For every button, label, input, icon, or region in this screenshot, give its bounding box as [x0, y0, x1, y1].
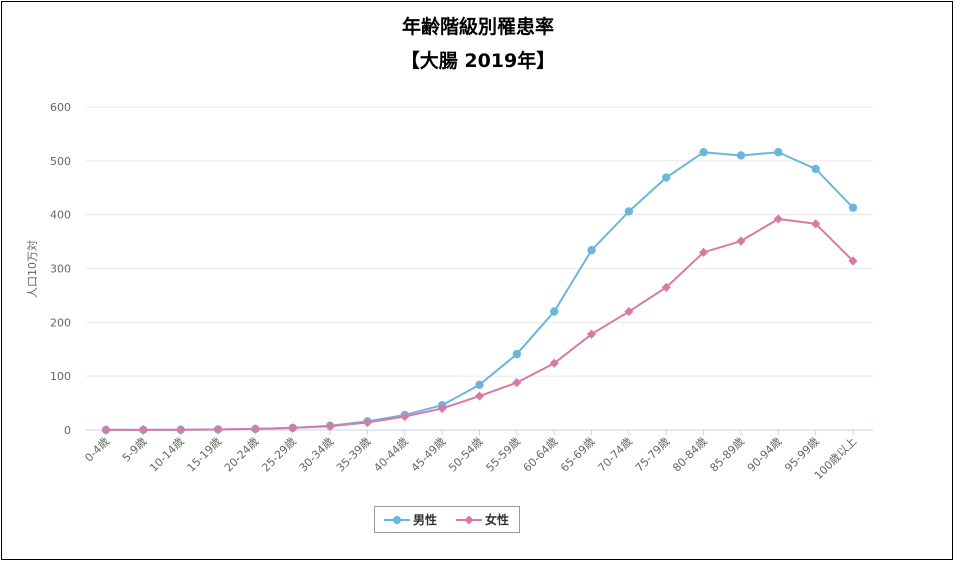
x-tick-label: 15-19歳	[185, 435, 225, 475]
data-point	[250, 424, 260, 434]
x-tick-label: 90-94歳	[745, 435, 785, 475]
data-point	[288, 423, 298, 433]
data-point	[699, 148, 708, 157]
data-point	[475, 380, 484, 389]
data-point	[661, 282, 671, 292]
x-tick-label: 40-44歳	[371, 435, 411, 475]
data-point	[474, 391, 485, 401]
x-axis-ticks: 0-4歳 5-9歳10-14歳15-19歳20-24歳25-29歳30-34歳35…	[82, 430, 859, 482]
y-tick-label: 500	[50, 155, 71, 168]
data-point	[624, 306, 634, 317]
data-point	[736, 236, 746, 246]
data-point	[848, 256, 858, 266]
x-tick-label: 80-84歳	[670, 435, 710, 475]
data-point	[624, 207, 634, 216]
legend-swatch-male	[384, 516, 410, 524]
legend-label-male: 男性	[413, 513, 438, 527]
data-point	[773, 214, 783, 224]
data-point	[586, 329, 597, 339]
data-point	[550, 307, 559, 316]
x-tick-label: 35-39歳	[334, 435, 374, 475]
x-tick-label: 60-64歳	[521, 435, 561, 475]
data-point	[848, 203, 858, 212]
x-tick-label: 70-74歳	[595, 435, 635, 475]
data-point	[400, 411, 410, 422]
x-tick-label: 0-4歳	[82, 435, 112, 465]
data-point	[362, 417, 373, 428]
data-point	[549, 358, 559, 368]
x-tick-label: 55-59歳	[483, 435, 523, 475]
y-tick-label: 200	[50, 316, 71, 329]
y-tick-label: 400	[50, 209, 71, 222]
y-tick-label: 300	[50, 263, 71, 276]
x-tick-label: 25-29歳	[259, 435, 299, 475]
x-tick-label: 85-89歳	[707, 435, 747, 475]
legend-item-female[interactable]: 女性	[455, 513, 517, 527]
legend-label-female: 女性	[485, 513, 510, 527]
x-tick-label: 10-14歳	[147, 435, 187, 475]
data-point	[774, 148, 783, 157]
data-point	[587, 245, 596, 255]
data-point	[437, 403, 447, 414]
chart-title: 年齢階級別罹患率	[401, 16, 554, 38]
y-tick-label: 600	[50, 101, 71, 114]
x-tick-label: 5-9歳	[120, 435, 150, 465]
x-tick-label: 65-69歳	[558, 435, 598, 475]
data-point	[811, 164, 820, 174]
data-point	[662, 173, 671, 182]
chart-subtitle: 【大腸 2019年】	[400, 50, 556, 72]
series-male	[101, 148, 858, 435]
data-point	[699, 247, 709, 257]
series-female	[101, 214, 858, 435]
x-tick-label: 75-79歳	[633, 435, 673, 475]
y-tick-label: 0	[64, 424, 71, 437]
data-point	[512, 349, 522, 359]
x-tick-label: 30-34歳	[297, 435, 337, 475]
data-point	[811, 219, 821, 229]
data-point	[213, 424, 223, 435]
data-point	[512, 378, 522, 388]
data-point	[325, 421, 335, 431]
y-tick-label: 100	[50, 370, 71, 383]
y-axis-ticks: 0 100 200 300 400 500 600	[50, 101, 71, 437]
gridlines	[86, 106, 873, 431]
data-point	[138, 425, 148, 435]
data-point	[101, 425, 111, 435]
legend: 男性 女性	[374, 506, 520, 533]
data-point	[736, 151, 746, 160]
legend-item-male[interactable]: 男性	[383, 513, 445, 527]
legend-swatch-female	[456, 515, 482, 525]
y-axis-label: 人口10万対	[25, 240, 39, 298]
x-tick-label: 50-54歳	[446, 435, 486, 475]
x-tick-label: 20-24歳	[222, 435, 262, 475]
data-point	[176, 425, 186, 435]
x-tick-label: 45-49歳	[409, 435, 449, 475]
series-group	[101, 148, 858, 435]
